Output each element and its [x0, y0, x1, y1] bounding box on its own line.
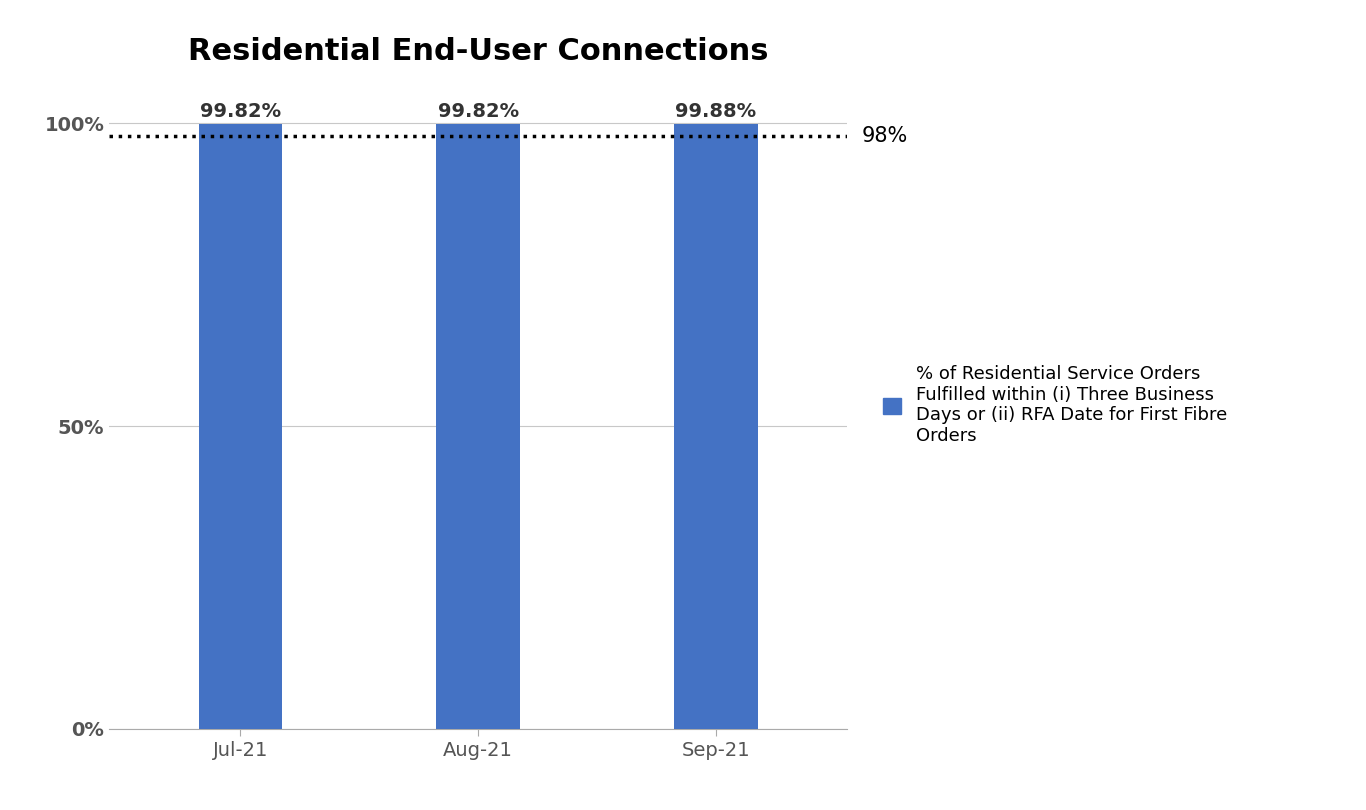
Text: 99.88%: 99.88%	[675, 102, 757, 121]
Text: 98%: 98%	[862, 126, 908, 146]
Title: Residential End-User Connections: Residential End-User Connections	[189, 37, 768, 66]
Bar	[198, 125, 281, 729]
Bar	[675, 124, 758, 729]
Legend: % of Residential Service Orders
Fulfilled within (i) Three Business
Days or (ii): % of Residential Service Orders Fulfille…	[884, 364, 1227, 446]
Text: 99.82%: 99.82%	[199, 102, 281, 122]
Bar	[437, 125, 519, 729]
Text: 99.82%: 99.82%	[437, 102, 519, 122]
